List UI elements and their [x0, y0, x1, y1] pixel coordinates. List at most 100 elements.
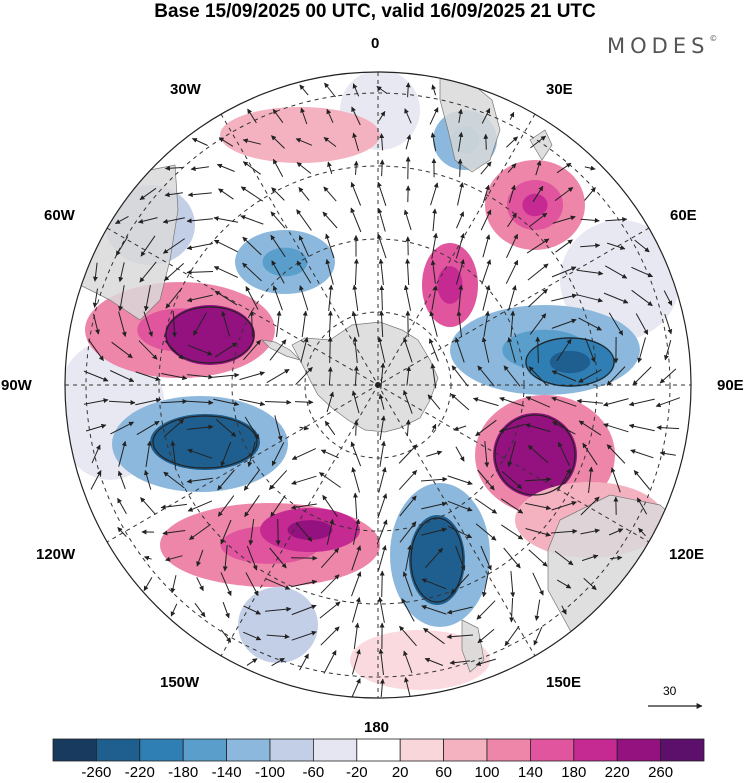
- wind-vector: [535, 160, 542, 176]
- wind-vector: [507, 441, 516, 468]
- wind-vector: [220, 441, 232, 467]
- colorbar-swatch-5: [269, 738, 314, 762]
- wind-vector: [161, 373, 188, 381]
- wind-vector: [143, 577, 153, 592]
- wind-vector: [196, 577, 204, 592]
- wind-vector: [165, 287, 183, 309]
- wind-vector: [477, 628, 495, 644]
- wind-vector: [91, 444, 101, 464]
- wind-vector: [404, 108, 412, 124]
- wind-vector: [187, 374, 214, 380]
- wind-vector: [246, 545, 258, 571]
- map-title: Base 15/09/2025 00 UTC, valid 16/09/2025…: [154, 1, 596, 22]
- wind-vector: [603, 423, 629, 433]
- wind-vector: [187, 500, 213, 512]
- positive-anomaly-core-14: [437, 266, 463, 304]
- wind-vector: [118, 262, 125, 283]
- wind-vector: [635, 313, 649, 335]
- wind-vector: [109, 370, 135, 382]
- wind-vector: [528, 366, 548, 386]
- wind-vector: [243, 469, 261, 491]
- wind-vector: [377, 336, 386, 363]
- wind-vector: [214, 342, 238, 358]
- wind-vector: [530, 135, 546, 149]
- wind-vector: [379, 678, 385, 697]
- wind-vector: [449, 660, 471, 666]
- wind-vector: [320, 547, 340, 569]
- positive-anomaly-19: [220, 107, 380, 163]
- wind-vector: [351, 649, 361, 675]
- wind-vector: [476, 600, 496, 620]
- wind-vector: [92, 288, 98, 308]
- wind-vector: [380, 362, 386, 389]
- wind-vector: [475, 419, 497, 437]
- positive-anomaly-core-3: [189, 321, 231, 349]
- wind-vector: [527, 445, 549, 463]
- wind-vector: [190, 166, 209, 172]
- wind-vector: [353, 622, 360, 649]
- wind-vector: [295, 138, 313, 146]
- wind-vector: [276, 310, 282, 337]
- wind-vector: [88, 339, 104, 362]
- lon-label-150w: 150W: [160, 674, 200, 691]
- wind-vector: [299, 285, 309, 311]
- wind-vector: [265, 578, 291, 590]
- colorbar-label: 220: [604, 764, 630, 781]
- wind-vector: [240, 186, 264, 202]
- wind-vector: [377, 493, 388, 519]
- lat-circle-50s: [85, 92, 671, 678]
- wind-vector: [139, 187, 157, 201]
- wind-vector: [296, 162, 312, 174]
- lon-label-30e: 30E: [546, 81, 573, 98]
- wind-vector: [271, 442, 285, 467]
- wind-vector: [527, 263, 549, 281]
- wind-vector: [558, 441, 570, 467]
- wind-vector: [403, 650, 413, 674]
- wind-vector: [431, 84, 437, 96]
- wind-vector: [319, 601, 341, 619]
- wind-vector: [352, 83, 360, 97]
- wind-vector: [503, 365, 521, 387]
- wind-vector: [163, 263, 185, 281]
- wind-vector: [138, 217, 158, 224]
- wind-vector: [480, 545, 492, 571]
- wind-vector: [606, 366, 626, 386]
- wind-vector: [290, 555, 318, 561]
- wind-vector: [550, 528, 578, 534]
- wind-vector: [405, 134, 412, 150]
- wind-vector: [220, 572, 232, 597]
- colorbar-label: -140: [211, 764, 242, 781]
- wind-vector: [507, 163, 517, 173]
- wind-vector: [135, 371, 161, 382]
- wind-vector: [628, 423, 655, 432]
- wind-vector: [117, 470, 126, 490]
- wind-vector: [291, 630, 317, 641]
- wind-vector: [218, 137, 234, 147]
- wind-vector: [481, 108, 491, 124]
- wind-vector: [265, 606, 292, 612]
- colorbar-swatch-8: [399, 738, 445, 762]
- wind-vector: [327, 310, 333, 338]
- wind-vector: [405, 419, 411, 437]
- wind-vector: [608, 312, 624, 336]
- wind-vector: [239, 371, 265, 381]
- wind-vector: [480, 161, 492, 175]
- wind-vector: [143, 555, 152, 561]
- wind-vector: [659, 368, 677, 384]
- colorbar-swatch-12: [573, 738, 618, 762]
- wind-vector: [271, 657, 285, 667]
- colorbar-label: 140: [517, 764, 543, 781]
- lon-label-120e: 120E: [669, 546, 705, 563]
- wind-vector: [271, 260, 285, 284]
- wind-vector: [426, 450, 443, 457]
- wind-vector: [507, 212, 517, 228]
- wind-vector: [186, 243, 213, 251]
- wind-vector: [580, 243, 601, 249]
- wind-vector: [379, 285, 385, 311]
- wind-vector: [291, 579, 318, 588]
- wind-vector: [403, 209, 412, 231]
- wind-vector: [270, 211, 286, 229]
- lon-label-30w: 30W: [170, 81, 201, 98]
- wind-vector: [481, 571, 490, 598]
